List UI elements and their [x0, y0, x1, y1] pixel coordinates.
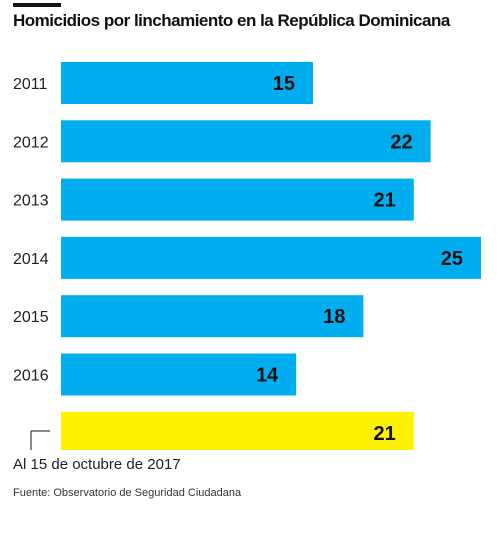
- chart-title: Homicidios por linchamiento en la Repúbl…: [13, 11, 450, 30]
- bar-chart: 15 2011 22 2012 21 2013 25 2014 18 2015 14 2016 21: [13, 62, 481, 450]
- chart-note: Al 15 de octubre de 2017: [13, 456, 181, 473]
- category-label: 2011: [13, 76, 48, 93]
- category-label: 2016: [13, 368, 49, 385]
- value-label: 18: [323, 306, 345, 328]
- chart-source: Fuente: Observatorio de Seguridad Ciudad…: [13, 487, 242, 499]
- value-label: 15: [273, 73, 295, 95]
- category-label: 2012: [13, 134, 49, 151]
- bar-2016: [61, 353, 297, 396]
- value-label: 14: [256, 365, 279, 387]
- value-label: 21: [374, 190, 396, 212]
- title-rule: [13, 3, 61, 7]
- value-label: 22: [390, 131, 412, 153]
- bar-2013: [61, 178, 414, 221]
- category-label: 2013: [13, 193, 49, 210]
- bar-2011: [61, 62, 313, 104]
- bar-2012: [61, 120, 431, 163]
- bar-current: [61, 411, 414, 450]
- value-label: 25: [441, 248, 463, 270]
- bar-2014: [61, 236, 481, 279]
- category-label: 2014: [13, 251, 49, 268]
- category-label: 2015: [13, 309, 49, 326]
- bar-2015: [61, 295, 364, 338]
- value-label: 21: [374, 423, 396, 445]
